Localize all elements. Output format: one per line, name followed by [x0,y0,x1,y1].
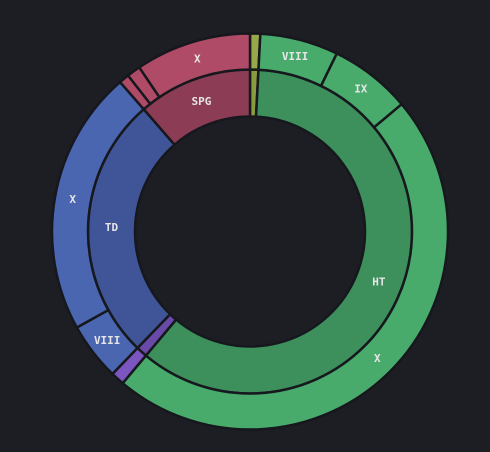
segment-label: X [69,193,76,206]
segment-label: HT [372,275,386,288]
segment-label: IX [354,83,368,96]
segment-label: X [194,52,201,65]
segment-label: VIII [282,50,309,63]
segment-label: X [374,352,381,365]
outer-arc [137,32,252,99]
outer-arc [120,102,450,431]
segment-label: VIII [94,334,121,347]
segment-label: TD [105,221,119,234]
segment-label: SPG [192,95,212,108]
